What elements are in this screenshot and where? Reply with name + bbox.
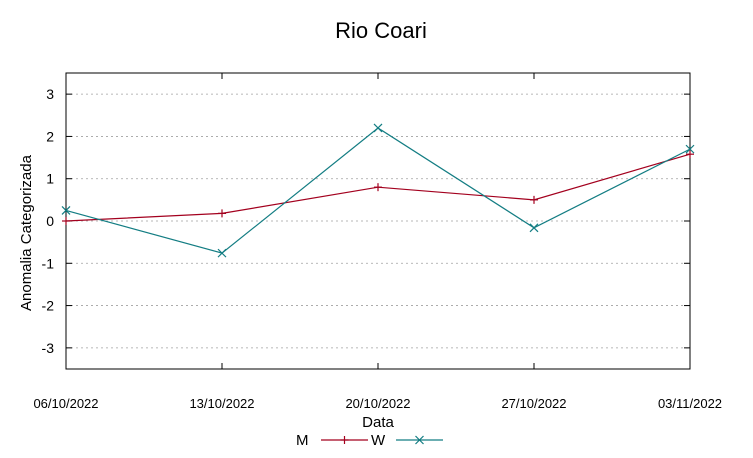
data-point-W (61, 206, 71, 215)
data-point-M (62, 217, 70, 225)
legend-marker (415, 435, 424, 445)
x-tick-label: 03/11/2022 (658, 396, 722, 411)
series-layer (61, 123, 695, 258)
x-axis-label: Data (362, 414, 394, 431)
y-tick-label: 1 (46, 171, 54, 187)
y-axis-label: Anomalia Categorizada (18, 154, 35, 311)
data-point-M (218, 209, 226, 218)
y-tick-label: -3 (42, 340, 55, 356)
data-point-W (373, 123, 383, 133)
data-point-W (529, 223, 539, 233)
gridlines (66, 93, 690, 349)
legend-marker (340, 436, 349, 444)
legend-label: M (296, 432, 309, 449)
x-tick-label: 06/10/2022 (33, 396, 98, 411)
data-point-W (217, 248, 227, 258)
data-point-M (374, 183, 382, 192)
data-point-W (685, 144, 695, 154)
y-tick-label: 3 (46, 86, 54, 102)
x-tick-label: 20/10/2022 (345, 396, 410, 411)
legend-label: W (371, 432, 386, 449)
y-tick-label: -1 (42, 255, 55, 271)
y-tick-label: -2 (42, 298, 55, 314)
data-point-M (530, 195, 538, 204)
data-point-M (686, 150, 694, 159)
x-tick-label: 27/10/2022 (501, 396, 566, 411)
x-tick-label: 13/10/2022 (189, 396, 254, 411)
y-axis-ticks: 3 2 1 0 -1 -2 -3 (42, 86, 690, 356)
y-tick-label: 2 (46, 128, 54, 144)
x-axis-ticks: 06/10/2022 13/10/2022 20/10/2022 27/10/2022… (33, 73, 722, 411)
y-tick-label: 0 (46, 213, 54, 229)
chart-title: Rio Coari (335, 18, 427, 43)
